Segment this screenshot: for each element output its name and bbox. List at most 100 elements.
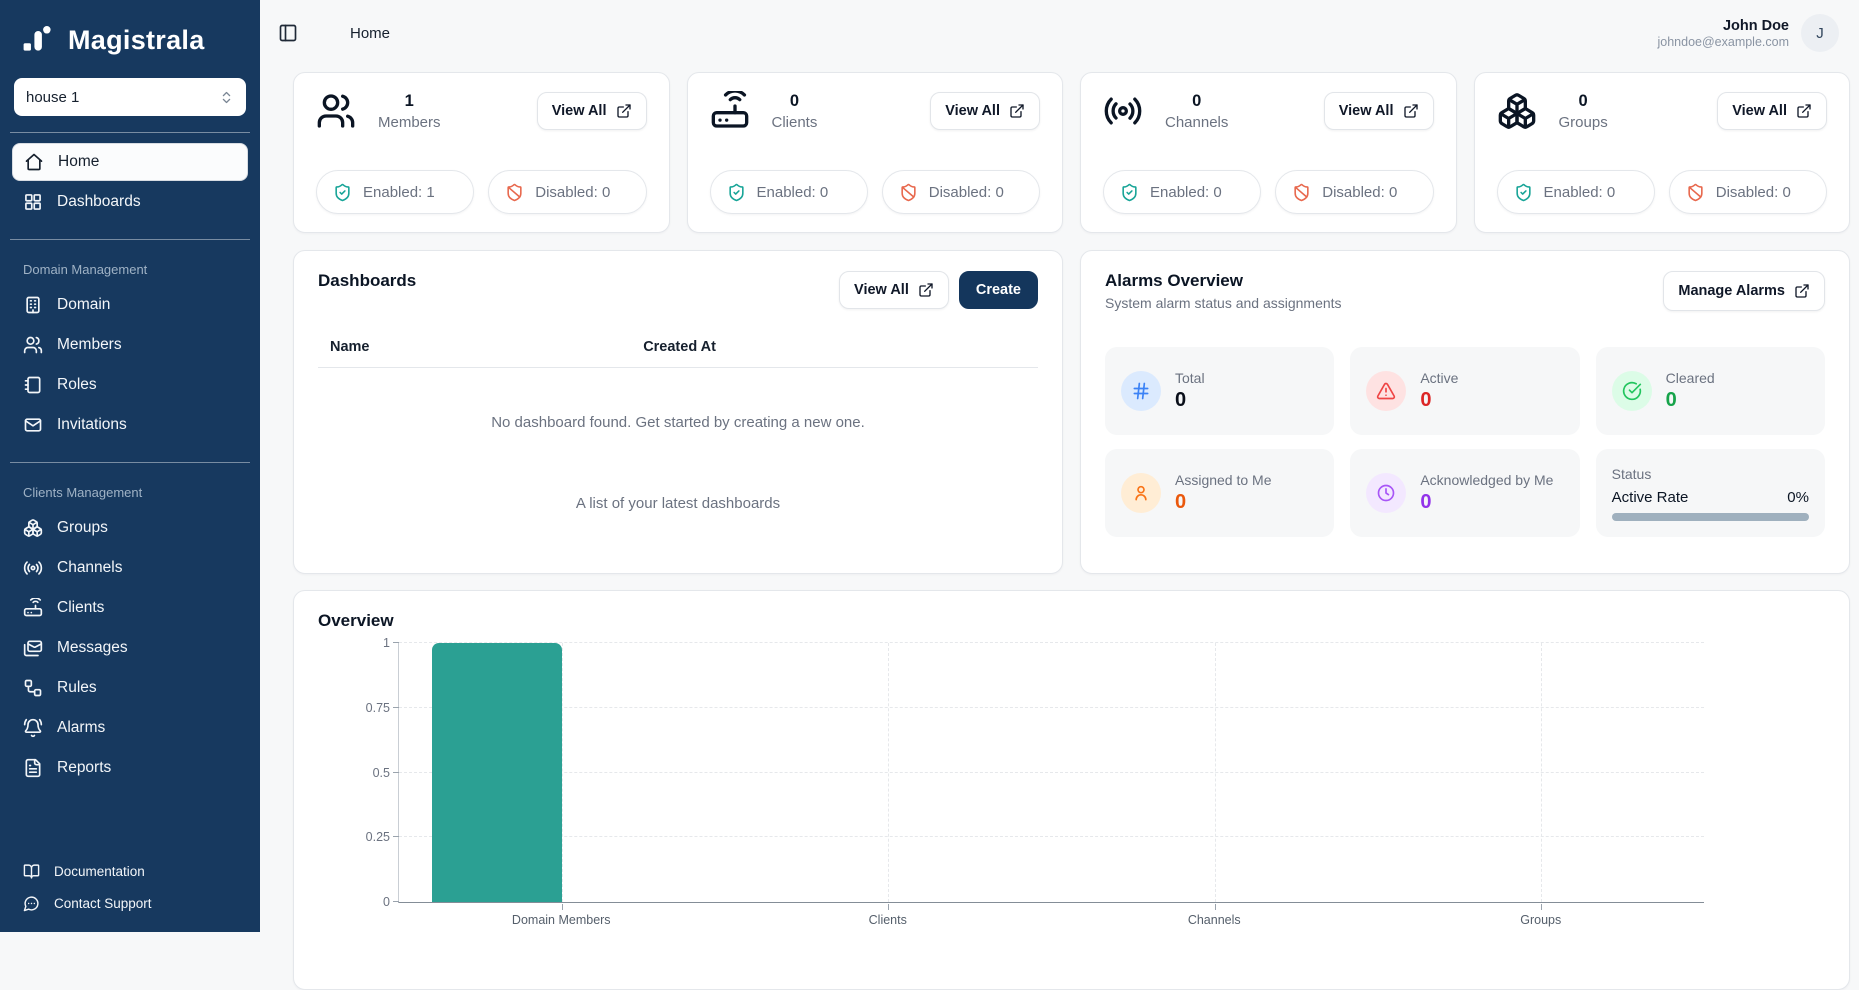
sidebar-item-domain[interactable]: Domain: [12, 286, 248, 324]
x-gridline: [1214, 643, 1216, 902]
sidebar-item-label: Contact Support: [54, 895, 152, 911]
chevrons-up-down-icon: [219, 90, 234, 105]
tile-value: 0: [1420, 389, 1432, 411]
disabled-badge-label: Disabled: 0: [1322, 183, 1398, 201]
sidebar-divider: [10, 132, 250, 133]
sidebar-item-home[interactable]: Home: [12, 143, 248, 181]
sidebar-item-label: Channels: [57, 559, 123, 576]
sidebar-item-roles[interactable]: Roles: [12, 366, 248, 404]
y-gridline: [399, 836, 1704, 838]
sidebar-item-label: Domain: [57, 296, 111, 313]
enabled-badge: Enabled: 0: [709, 170, 868, 214]
tile-value: 0: [1175, 389, 1187, 411]
sidebar-item-label: Alarms: [57, 719, 106, 736]
stat-label: Groups: [1558, 113, 1608, 131]
sidebar-item-channels[interactable]: Channels: [12, 549, 248, 587]
x-axis-label: Domain Members: [511, 913, 611, 927]
sidebar-item-label: Members: [57, 336, 122, 353]
sidebar-item-contact-support[interactable]: Contact Support: [12, 888, 248, 918]
check-circle-icon: [1611, 371, 1652, 411]
y-tick-mark: [393, 706, 399, 708]
disabled-badge: Disabled: 0: [1275, 170, 1434, 214]
brand: Magistrala: [12, 0, 248, 74]
stat-count: 0: [1192, 91, 1202, 110]
view-all-button[interactable]: View All: [1323, 92, 1434, 130]
domain-selector[interactable]: house 1: [14, 78, 246, 116]
router-icon: [710, 91, 750, 131]
sidebar-domain-nav: Domain Members Roles Invitations: [12, 284, 248, 446]
view-all-button[interactable]: View All: [1717, 92, 1827, 130]
view-all-label: View All: [945, 103, 1000, 119]
x-axis-label: Clients: [868, 913, 907, 927]
sidebar-item-members[interactable]: Members: [12, 326, 248, 364]
sidebar-item-alarms[interactable]: Alarms: [12, 709, 248, 747]
y-gridline: [399, 771, 1704, 773]
y-tick-mark: [393, 771, 399, 773]
enabled-badge-label: Enabled: 0: [756, 183, 829, 201]
disabled-badge: Disabled: 0: [881, 170, 1040, 214]
stat-card-groups: 0 Groups View All Enabled: 0: [1473, 72, 1850, 233]
tile-label: Total: [1175, 370, 1205, 386]
sidebar-item-label: Documentation: [54, 863, 145, 879]
sidebar-item-label: Dashboards: [57, 193, 141, 210]
sidebar-item-dashboards[interactable]: Dashboards: [12, 183, 248, 221]
main-area: Home John Doe johndoe@example.com J 1 Me…: [260, 0, 1859, 990]
sidebar-item-documentation[interactable]: Documentation: [12, 856, 248, 886]
alarm-tile-status: Status Active Rate 0%: [1595, 449, 1825, 537]
sidebar-item-groups[interactable]: Groups: [12, 509, 248, 547]
active-rate-value: 0%: [1787, 488, 1809, 506]
domain-selector-value: house 1: [26, 88, 80, 106]
sidebar-section-title: Clients Management: [23, 485, 143, 500]
disabled-badge: Disabled: 0: [1668, 170, 1827, 214]
alarms-overview-panel: Alarms Overview System alarm status and …: [1080, 250, 1850, 574]
disabled-badge-label: Disabled: 0: [1715, 183, 1791, 201]
sidebar-footer: Documentation Contact Support: [12, 846, 248, 932]
create-dashboard-button[interactable]: Create: [958, 271, 1038, 309]
sidebar-item-label: Home: [58, 153, 100, 170]
disabled-badge: Disabled: 0: [488, 170, 647, 214]
avatar[interactable]: J: [1801, 14, 1839, 52]
view-all-button[interactable]: View All: [930, 92, 1040, 130]
x-gridline: [1540, 643, 1542, 902]
x-axis-label: Groups: [1520, 913, 1562, 927]
y-tick-label: 0.5: [372, 765, 390, 780]
book-open-icon: [23, 863, 40, 880]
sidebar-toggle-button[interactable]: [278, 23, 298, 43]
dashboards-view-all-button[interactable]: View All: [839, 271, 949, 309]
user-info: John Doe johndoe@example.com: [1657, 18, 1789, 49]
stat-label: Channels: [1165, 113, 1229, 131]
external-link-icon: [1794, 283, 1810, 299]
manage-alarms-button[interactable]: Manage Alarms: [1663, 271, 1825, 311]
file-report-icon: [23, 758, 43, 778]
sidebar-divider: [10, 239, 250, 240]
sidebar-clients-nav: Groups Channels Clients Messages Rules A…: [12, 507, 248, 789]
y-tick-mark: [393, 901, 399, 902]
disabled-badge-label: Disabled: 0: [535, 183, 611, 201]
enabled-badge: Enabled: 0: [1496, 170, 1655, 214]
stat-card-channels: 0 Channels View All Enabled: 0: [1080, 72, 1457, 233]
y-tick-label: 0.75: [365, 700, 390, 715]
x-tick-mark: [562, 903, 564, 910]
chat-bubble-icon: [23, 895, 40, 912]
enabled-badge-label: Enabled: 0: [1150, 183, 1222, 201]
shield-check-icon: [1120, 183, 1139, 202]
radio-icon: [23, 558, 43, 578]
user-menu[interactable]: John Doe johndoe@example.com J: [1657, 14, 1839, 52]
alarm-tiles-grid: Total 0 Active 0 Clear: [1105, 347, 1825, 537]
enabled-badge: Enabled: 0: [1103, 170, 1262, 214]
stat-card-members: 1 Members View All Enabled: 1: [293, 72, 670, 233]
view-all-label: View All: [551, 103, 607, 119]
chart-category-slot: [725, 643, 1051, 910]
radio-icon: [1103, 91, 1143, 131]
sidebar-item-messages[interactable]: Messages: [12, 629, 248, 667]
view-all-button[interactable]: View All: [536, 92, 647, 130]
column-header-created-at: Created At: [643, 339, 716, 355]
router-icon: [23, 598, 43, 618]
notebook-icon: [23, 375, 43, 395]
sidebar-item-reports[interactable]: Reports: [12, 749, 248, 787]
external-link-icon: [616, 103, 632, 119]
alert-triangle-icon: [1366, 371, 1407, 411]
sidebar-item-rules[interactable]: Rules: [12, 669, 248, 707]
sidebar-item-invitations[interactable]: Invitations: [12, 406, 248, 444]
sidebar-item-clients[interactable]: Clients: [12, 589, 248, 627]
